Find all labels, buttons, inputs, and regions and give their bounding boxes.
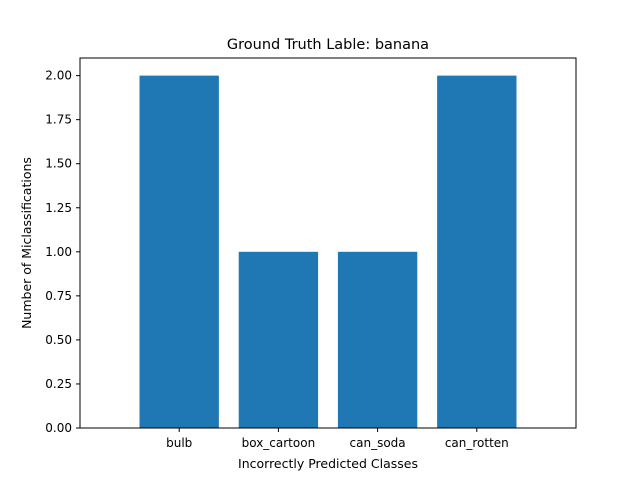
x-tick-label: can_soda [350, 436, 406, 450]
bar-box-cartoon [238, 251, 319, 428]
plot-frame [79, 57, 577, 429]
x-axis-ticks: bulb box_cartoon can_soda can_rotten [166, 428, 509, 450]
y-axis-label: Number of Miclassifications [19, 157, 34, 329]
y-tick-label: 2.00 [45, 69, 72, 83]
y-tick-label: 1.50 [45, 157, 72, 171]
y-tick-label: 0.00 [45, 421, 72, 435]
x-tick-label: box_cartoon [242, 436, 316, 450]
x-axis-label: Incorrectly Predicted Classes [238, 456, 418, 471]
x-tick-label: bulb [166, 436, 192, 450]
x-tick-label: can_rotten [445, 436, 509, 450]
y-tick-label: 0.75 [45, 289, 72, 303]
y-tick-label: 1.25 [45, 201, 72, 215]
bar-bulb [139, 75, 219, 428]
y-tick-label: 1.75 [45, 113, 72, 127]
chart-title: Ground Truth Lable: banana [227, 37, 429, 53]
y-tick-label: 0.25 [45, 377, 72, 391]
bars-layer [139, 75, 517, 428]
y-tick-label: 1.00 [45, 245, 72, 259]
bar-can-soda [337, 251, 418, 428]
y-axis-ticks: 0.00 0.25 0.50 0.75 1.00 1.25 1.50 1.75 2.00 [45, 69, 80, 435]
y-tick-label: 0.50 [45, 333, 72, 347]
bar-can-rotten [437, 75, 517, 428]
